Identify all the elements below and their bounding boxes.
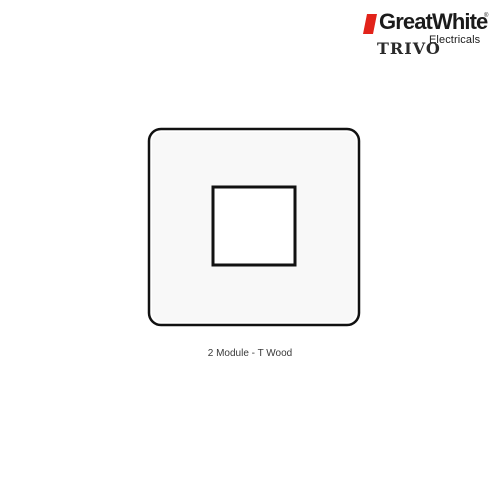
registered-mark: ® — [484, 13, 489, 19]
brand-logo: GreatWhite ® Electricals — [362, 10, 492, 58]
product-caption: 2 Module - T Wood — [207, 348, 293, 359]
module-opening — [211, 185, 297, 267]
brand-subtitle: Electricals — [429, 34, 481, 46]
brand-mark-icon — [363, 14, 377, 34]
switch-plate-image — [147, 127, 361, 327]
series-name: TRIVO — [377, 39, 441, 58]
brand-name: GreatWhite — [379, 9, 488, 34]
